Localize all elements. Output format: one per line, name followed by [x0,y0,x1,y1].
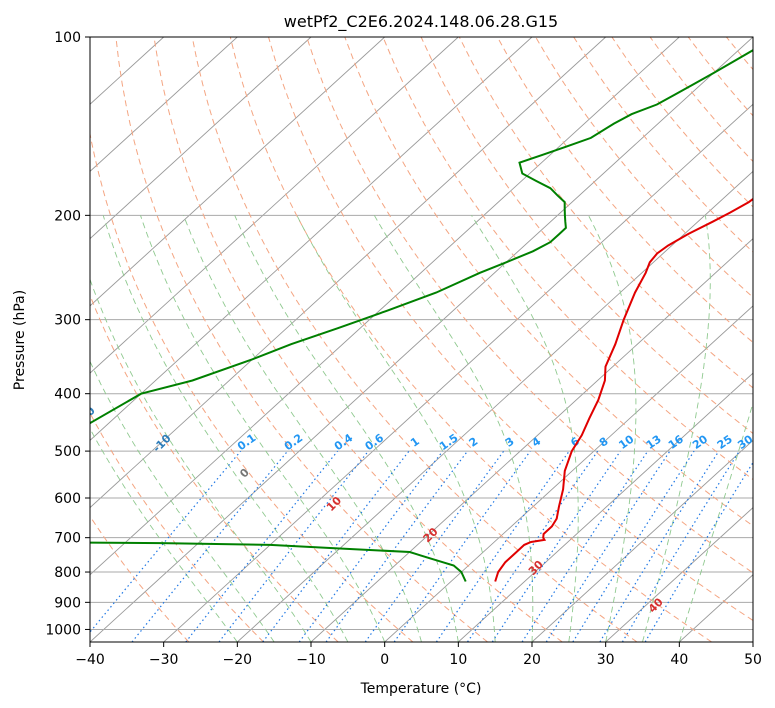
dry-adiabat-line [191,37,638,642]
moist-adiabat-line [471,215,579,642]
mixing-ratio-line [521,450,649,642]
dry-adiabat-line [90,515,190,642]
mixing-ratio-label: 30 [735,432,755,452]
chart-title: wetPf2_C2E6.2024.148.06.28.G15 [284,12,558,32]
isotherm-line [605,506,753,642]
dry-adiabat-line [306,37,753,574]
y-tick-label: 1000 [45,622,81,638]
moist-adiabat-line [90,278,312,642]
x-tick-label: 30 [597,652,615,668]
dry-adiabat-label: -20 [75,404,98,427]
isotherm-line [90,37,238,173]
dry-adiabat-line [268,37,753,622]
isotherm-line [90,37,312,240]
dry-adiabat-line [115,37,488,642]
dry-adiabat-line [153,37,563,642]
moist-adiabat-line [642,215,711,642]
isotherm-line [90,37,533,441]
isotherm-line [236,170,753,642]
isotherm-line [310,238,753,642]
moist-adiabat-line [296,215,496,642]
isotherm-line [531,439,753,642]
temperature-profile-line [494,197,753,582]
x-tick-label: −30 [149,652,179,668]
isotherm-line [90,37,386,307]
isotherm-line [384,305,753,642]
moist-adiabat-line [373,215,534,642]
mixing-ratio-line [466,450,599,642]
y-tick-label: 500 [54,444,81,460]
isotherm-line [163,103,753,642]
mixing-ratio-line [545,450,671,642]
isotherm-line [90,37,680,576]
mixing-ratio-line [262,450,410,642]
x-tick-label: −10 [296,652,326,668]
x-tick-label: −40 [75,652,105,668]
y-tick-label: 600 [54,491,81,507]
y-tick-label: 100 [54,30,81,46]
x-axis-title: Temperature (°C) [360,681,482,697]
y-tick-label: 200 [54,208,81,224]
dewpoint-profile-line [90,49,753,582]
x-tick-label: 20 [523,652,541,668]
isotherm-line [752,641,753,642]
x-tick-label: 50 [744,652,762,668]
mixing-ratio-line [435,450,570,642]
dry-adiabat-line [229,37,712,642]
dry-adiabat-line [90,293,339,642]
mixing-ratio-line [131,450,289,642]
dry-adiabat-line [90,131,414,642]
x-tick-label: −20 [223,652,253,668]
moist-adiabat-line [140,215,386,642]
mixing-ratio-label: 36 [756,432,775,452]
mixing-ratio-line [621,450,740,642]
mixing-ratio-line [644,461,753,642]
y-tick-label: 900 [54,595,81,611]
y-tick-label: 800 [54,565,81,581]
moist-adiabat-line [588,215,637,642]
dry-adiabat-line [344,37,753,527]
y-tick-label: 700 [54,531,81,547]
dry-adiabat-line [382,37,753,481]
mixing-ratio-line [572,450,695,642]
x-tick-label: 0 [380,652,389,668]
dry-adiabat-line [90,412,264,642]
mixing-ratio-line [599,450,720,642]
y-tick-label: 400 [54,387,81,403]
dry-adiabat-line [535,37,753,298]
axis-ticks: −40 −30 −20 −10 0 10 20 30 40 50 100 200 300 400 500 60… [45,30,762,668]
dry-adiabat-line [496,37,753,344]
x-tick-label: 40 [670,652,688,668]
x-tick-label: 10 [449,652,467,668]
dry-adiabat-line [765,37,775,642]
isotherm-line [90,37,459,374]
mixing-ratio-line [185,450,339,642]
plot-frame [89,36,754,643]
mixing-ratio-line [491,450,621,642]
isotherm-line [90,37,607,509]
isotherm-line [457,372,753,642]
moist-adiabat-line [234,215,459,642]
y-axis-title: Pressure (hPa) [12,290,28,390]
y-tick-label: 300 [54,313,81,329]
moist-adiabat-line [90,360,275,642]
